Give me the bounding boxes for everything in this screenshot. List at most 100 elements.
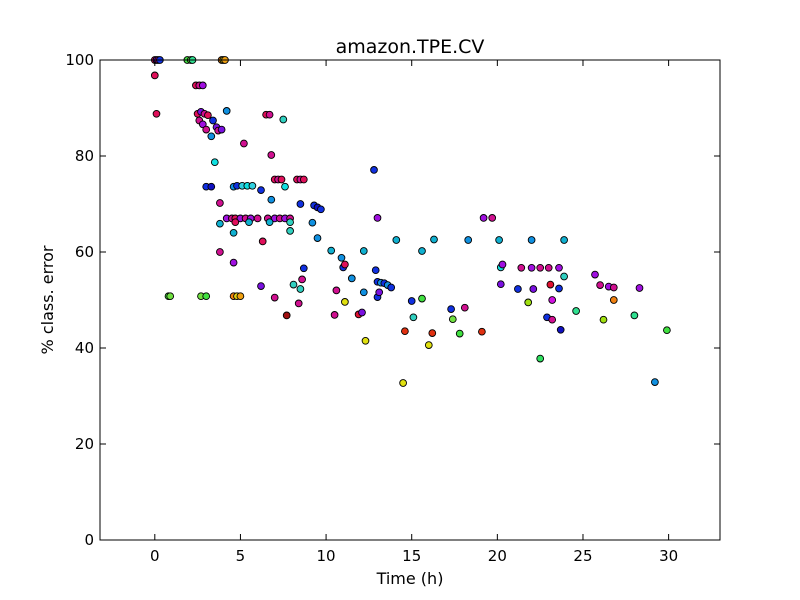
data-point [296, 200, 305, 208]
data-point [313, 234, 322, 242]
data-point [556, 325, 565, 334]
data-point [281, 182, 289, 191]
data-point [317, 205, 325, 214]
data-point [332, 286, 341, 295]
data-point [222, 107, 231, 115]
y-tick-label: 80 [75, 147, 94, 165]
data-point [299, 264, 308, 273]
data-point [257, 186, 265, 194]
data-point [517, 263, 526, 272]
data-point [527, 236, 536, 244]
y-tick-label: 40 [75, 339, 94, 357]
plot-frame [99, 59, 721, 541]
data-point [198, 120, 207, 129]
data-point [216, 248, 224, 256]
y-tick-label: 60 [75, 243, 94, 261]
data-point [248, 181, 257, 190]
data-point [424, 341, 433, 349]
data-point [231, 218, 240, 227]
data-point [591, 270, 599, 279]
data-point [152, 109, 161, 118]
data-point [609, 296, 618, 304]
data-point [496, 280, 505, 289]
data-point [418, 294, 426, 303]
y-tick-label: 0 [84, 531, 94, 549]
data-point [555, 263, 563, 272]
chart-title: amazon.TPE.CV [336, 36, 485, 58]
data-point [536, 263, 545, 272]
data-point [387, 283, 396, 292]
data-point [359, 288, 368, 297]
x-tick-label: 20 [488, 547, 507, 565]
data-point [409, 313, 418, 322]
data-point [635, 284, 644, 292]
data-point [514, 285, 522, 293]
data-point [289, 280, 298, 289]
data-point [464, 236, 473, 244]
data-point [277, 175, 286, 184]
data-point [447, 305, 455, 313]
data-point [548, 296, 557, 304]
x-tick-label: 30 [659, 547, 678, 565]
data-point [207, 182, 216, 191]
data-point [524, 298, 533, 307]
data-point [609, 283, 618, 292]
x-axis-label: Time (h) [376, 569, 444, 588]
data-point [204, 111, 212, 120]
data-point [286, 218, 294, 227]
data-point [546, 280, 555, 289]
data-point [479, 214, 488, 222]
data-point [555, 284, 563, 293]
data-point [296, 285, 305, 293]
data-point [282, 311, 291, 320]
x-tick-label: 15 [402, 547, 421, 565]
data-point [198, 81, 207, 90]
y-axis-label: % class. error [38, 245, 57, 354]
data-point [460, 303, 469, 312]
data-point [236, 292, 245, 301]
data-point [630, 311, 639, 320]
data-point [596, 281, 604, 289]
data-point [253, 214, 262, 223]
data-point [229, 258, 238, 267]
data-point [267, 151, 276, 159]
data-point [548, 315, 557, 324]
axis-ticks: 0 5 10 15 20 25 30 0 20 40 60 80 100 [65, 51, 720, 565]
x-tick-label: 5 [236, 547, 246, 565]
data-point [572, 307, 580, 315]
data-point [373, 214, 382, 222]
data-point [347, 274, 356, 283]
data-point [245, 218, 253, 227]
data-point [358, 308, 366, 317]
data-point [488, 214, 497, 222]
data-point [216, 199, 224, 207]
data-point [330, 311, 339, 319]
data-point [217, 125, 226, 134]
data-point [202, 125, 211, 134]
data-point [240, 139, 248, 148]
data-point [207, 132, 216, 141]
data-point [337, 253, 346, 262]
data-point [265, 218, 274, 227]
data-point [370, 166, 378, 174]
y-tick-label: 20 [75, 435, 94, 453]
data-point [663, 326, 671, 335]
data-point [392, 236, 401, 244]
data-point [560, 272, 568, 281]
data-point [286, 227, 294, 235]
data-point [361, 336, 370, 345]
y-tick-label: 100 [65, 51, 94, 69]
data-point [418, 247, 426, 255]
data-point [341, 298, 349, 306]
data-point [448, 315, 457, 324]
data-point [359, 247, 368, 255]
data-point [428, 329, 437, 337]
data-point [327, 246, 336, 255]
data-point [407, 297, 416, 305]
data-point [210, 158, 219, 167]
data-point [216, 219, 224, 228]
data-point [298, 275, 306, 284]
data-points [150, 56, 671, 387]
data-point [498, 260, 507, 269]
